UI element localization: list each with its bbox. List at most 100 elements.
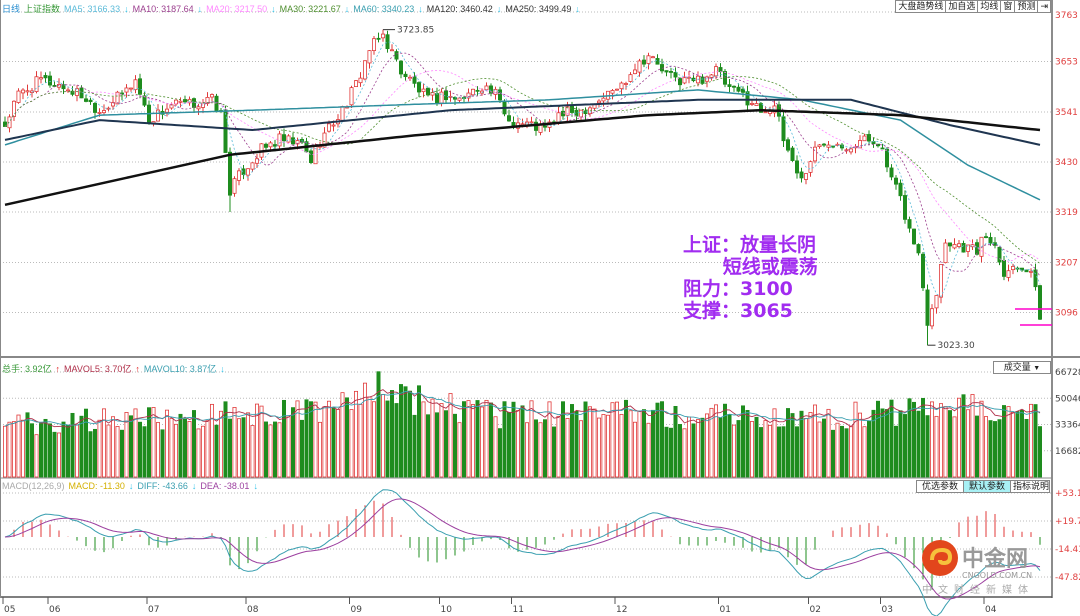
candle-up	[295, 140, 300, 145]
price-tick-label: 3653	[1055, 58, 1078, 68]
volume-bar-up	[750, 421, 755, 478]
volume-tick-label: 66728	[1055, 368, 1080, 378]
candle-down	[912, 228, 917, 245]
price-tick-label: 3763	[1055, 11, 1078, 21]
candle-up	[628, 74, 633, 82]
volume-bar-up	[943, 406, 948, 478]
candle-down	[988, 237, 993, 244]
candle-down	[885, 148, 890, 168]
candle-down	[506, 115, 511, 122]
volume-bar-down	[443, 410, 448, 478]
window-button[interactable]: 窗	[1000, 0, 1016, 13]
volume-bar-down	[434, 412, 439, 478]
volume-bar-down	[214, 424, 219, 478]
candle-up	[849, 148, 854, 153]
candle-down	[475, 89, 480, 92]
volume-bar-up	[556, 415, 561, 478]
volume-bar-down	[921, 397, 926, 478]
candle-down	[142, 95, 147, 106]
volume-bar-up	[470, 404, 475, 478]
volume-bar-down	[79, 415, 84, 478]
candle-down	[1020, 267, 1025, 271]
price-markers: 3723.85 3023.30	[383, 26, 1052, 351]
volume-bar-up	[682, 428, 687, 478]
volume-bar-down	[385, 400, 390, 478]
volume-bar-up	[637, 410, 642, 478]
volume-bar-up	[313, 401, 318, 478]
volume-bar-down	[799, 410, 804, 478]
volume-bar-up	[268, 424, 273, 478]
candle-up	[362, 60, 367, 80]
price-tick-label: 3430	[1055, 158, 1078, 168]
volume-bar-down	[389, 390, 394, 478]
candle-up	[97, 111, 102, 114]
axes: 3763 3653 3541 3430 3319 3207 3096 66728 50046 33…	[2, 11, 1080, 615]
volume-bar-down	[299, 419, 304, 478]
indicator-help-button[interactable]: 指标说明	[1010, 480, 1050, 493]
candle-up	[813, 146, 818, 162]
ma-button[interactable]: 均线	[977, 0, 1002, 13]
indicator-selector[interactable]: 成交量 ▼	[993, 361, 1051, 374]
volume-bar-down	[227, 418, 232, 478]
volume-bar-down	[655, 402, 660, 478]
volume-bar-down	[790, 413, 795, 478]
volume-bar-down	[25, 412, 30, 478]
volume-bar-down	[885, 409, 890, 478]
candle-down	[281, 134, 286, 142]
dea-line	[4, 498, 1041, 600]
default-params-button[interactable]: 默认参数	[963, 480, 1011, 493]
candle-down	[534, 121, 539, 131]
candle-up	[286, 135, 291, 143]
candle-down	[214, 95, 219, 113]
candle-down	[700, 76, 705, 84]
volume-bar-up	[579, 420, 584, 478]
candle-up	[326, 123, 331, 132]
candle-down	[840, 144, 845, 149]
candle-up	[209, 94, 214, 98]
volume-bar-up	[597, 417, 602, 478]
volume-bar-up	[353, 390, 358, 478]
candle-up	[952, 244, 957, 249]
candle-up	[358, 77, 363, 84]
volume-bar-up	[768, 424, 773, 478]
candle-down	[434, 93, 439, 103]
candle-down	[925, 289, 930, 326]
volume-bar-up	[709, 407, 714, 478]
candle-up	[493, 88, 498, 95]
volume-bar-down	[664, 426, 669, 478]
candle-up	[322, 132, 327, 148]
candle-up	[637, 60, 642, 73]
add-watchlist-button[interactable]: 加自选	[945, 0, 979, 13]
candle-up	[371, 38, 376, 51]
volume-bar-down	[331, 407, 336, 478]
svg-text:CNGOLD.COM.CN: CNGOLD.COM.CN	[962, 571, 1032, 580]
volume-bar-down	[876, 400, 881, 478]
candle-up	[66, 89, 71, 92]
candle-down	[984, 236, 989, 239]
candle-up	[470, 88, 475, 96]
arrow-down-icon: ↓	[197, 3, 203, 14]
volume-bar-up	[218, 410, 223, 478]
forecast-button[interactable]: 预测	[1014, 0, 1039, 13]
arrow-down-icon: ↓	[344, 3, 350, 14]
volume-bar-down	[786, 408, 791, 478]
candle-up	[966, 244, 971, 252]
volume-bar-down	[1033, 404, 1038, 478]
x-tick-label: 06	[49, 605, 61, 615]
ma20-line	[4, 70, 1041, 262]
volume-bar-down	[903, 414, 908, 478]
volume-bar-down	[543, 419, 548, 478]
volume-bars	[3, 371, 1043, 478]
optimal-params-button[interactable]: 优选参数	[916, 480, 964, 493]
dock-icon[interactable]: ⇥	[1037, 0, 1051, 13]
candle-down	[718, 67, 723, 73]
volume-bar-down	[344, 397, 349, 478]
trend-line-button[interactable]: 大盘趋势线	[895, 0, 947, 13]
volume-bar-up	[687, 416, 692, 478]
candle-down	[781, 116, 786, 142]
volume-bar-up	[858, 412, 863, 478]
volume-bar-up	[317, 421, 322, 478]
dea-value: DEA: -38.01	[200, 481, 250, 491]
volume-bar-up	[862, 426, 867, 478]
